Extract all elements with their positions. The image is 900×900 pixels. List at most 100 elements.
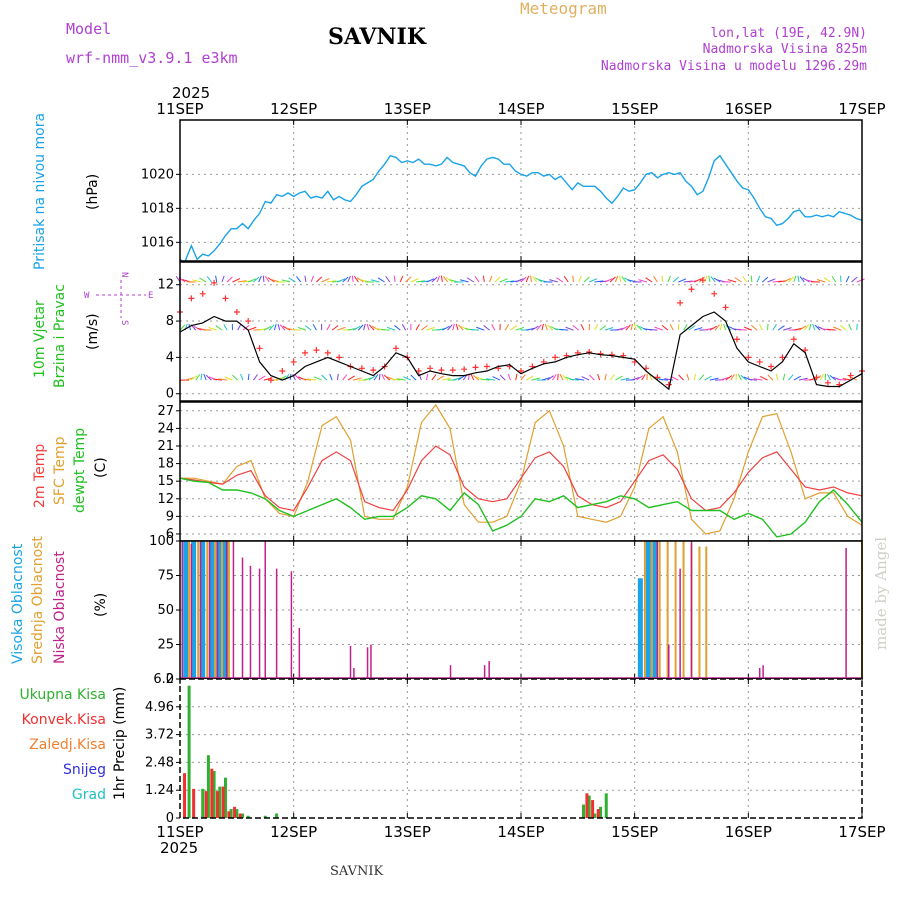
precip-bar: [587, 795, 591, 818]
temp-unit: (C): [93, 457, 109, 478]
top-day-label: 16SEP: [725, 100, 772, 118]
y-tick-label: 50: [157, 603, 174, 618]
wind-barb: [819, 374, 824, 381]
cloud-bar: [181, 541, 184, 679]
gust-marker: [461, 366, 468, 373]
cloud-bar: [637, 578, 643, 679]
gust-marker: [552, 354, 559, 361]
cloud-bar: [232, 541, 235, 679]
gust-marker: [358, 365, 365, 372]
cloud-bar: [214, 541, 217, 679]
wind-barb: [520, 374, 526, 381]
wind-barb: [476, 326, 485, 331]
wind-barb: [431, 374, 437, 381]
wind-barb: [525, 375, 534, 381]
cloud-bar: [190, 543, 193, 679]
wind-barb: [401, 324, 407, 331]
wind-barb: [851, 276, 858, 283]
wind-barb: [693, 373, 696, 381]
wind-barb: [559, 328, 569, 331]
wind-barb: [713, 277, 721, 283]
credit-watermark: made by Angel: [872, 537, 890, 650]
wind-barb: [737, 373, 742, 381]
wind-barb: [223, 324, 228, 331]
cloud-bar: [758, 667, 761, 679]
wind-barb: [281, 279, 291, 283]
bottom-time-axis: 11SEP 12SEP 13SEP 14SEP 15SEP 16SEP 17SEP: [156, 823, 885, 841]
wind-barb: [357, 324, 364, 331]
wind-barb: [443, 276, 448, 283]
panel-cloud: 0 25 50 75 100: [149, 534, 863, 687]
wind-barb: [588, 374, 595, 381]
wind-barb: [380, 329, 390, 331]
wind-barb: [575, 378, 585, 381]
wind-barb: [599, 325, 607, 331]
cloud-high-label: Visoka Oblacnost: [10, 543, 26, 664]
panel-border-precip: [179, 678, 863, 819]
wind-barb: [474, 276, 480, 283]
y-tick-label: 1016: [141, 235, 174, 250]
wind-barb: [672, 276, 680, 283]
precip-bar: [591, 800, 595, 818]
wind-barb: [750, 275, 753, 283]
wind-barb: [837, 378, 847, 381]
wind-barb: [213, 378, 223, 381]
wind-barb: [363, 323, 366, 331]
wind-barb: [458, 324, 464, 331]
wind-barb: [751, 324, 758, 331]
gust-marker: [745, 354, 752, 361]
wind-barb: [195, 374, 201, 381]
wind-barb: [782, 373, 786, 381]
wind-barb: [447, 324, 453, 331]
wind-barb: [793, 375, 802, 381]
precip-total-label: Ukupna Kisa: [19, 687, 106, 703]
gust-marker: [677, 299, 684, 306]
wind-barb: [661, 324, 669, 331]
wind-barb: [393, 275, 396, 283]
precip-bar: [183, 773, 187, 818]
wind-barb: [636, 324, 643, 331]
wind-barb: [377, 277, 385, 283]
wind-barb: [321, 278, 330, 283]
wind-barb: [302, 378, 312, 381]
cloud-bar: [298, 627, 301, 679]
gust-marker: [586, 348, 593, 355]
wind-barb: [848, 323, 852, 331]
wind-barb: [426, 373, 429, 381]
wind-title-line1: 10m Vjetar: [32, 300, 48, 378]
wind-barb: [416, 280, 425, 283]
wind-barb: [658, 378, 668, 381]
precip-bar: [582, 804, 586, 818]
panel-background: [180, 679, 862, 818]
wind-barb: [226, 276, 233, 283]
wind-barb: [620, 377, 630, 381]
cloud-bar: [188, 541, 191, 679]
wind-barb: [452, 377, 462, 381]
wind-barb: [556, 277, 564, 283]
compass-rose: N S E W: [84, 272, 153, 325]
wind-barb: [816, 279, 826, 283]
wind-barb: [221, 275, 225, 283]
cloud-bar: [643, 541, 646, 679]
wind-barb: [614, 275, 619, 283]
wind-barb: [704, 375, 712, 381]
precip-bar: [604, 793, 608, 818]
wind-barb: [342, 276, 349, 283]
wind-barb: [615, 375, 623, 381]
pressure-title: Pritisak na nivou mora: [32, 113, 48, 270]
wind-barb: [678, 374, 684, 381]
y-tick-label: 3.72: [145, 728, 174, 743]
wind-barb: [563, 276, 569, 283]
gust-marker: [847, 372, 854, 379]
y-tick-label: 1020: [141, 167, 174, 182]
gust-marker: [768, 363, 775, 370]
y-tick-label: 21: [157, 439, 174, 454]
precip-bar: [585, 793, 589, 818]
cloud-bar: [366, 647, 369, 679]
wind-barb: [653, 276, 658, 283]
wind-barb: [760, 376, 768, 381]
lonlat-label: lon,lat (19E, 42.9N): [710, 26, 867, 41]
gust-marker: [483, 363, 490, 370]
wind-barb: [856, 278, 865, 283]
wind-barb: [262, 275, 265, 283]
